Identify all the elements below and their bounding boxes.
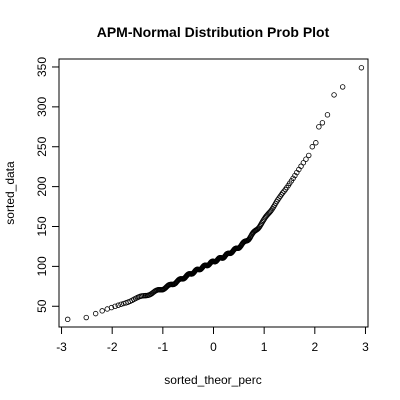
data-point bbox=[112, 303, 118, 310]
y-tick-label: 150 bbox=[35, 216, 49, 236]
y-tick-label: 250 bbox=[35, 136, 49, 156]
data-point bbox=[331, 92, 337, 98]
x-tick-label: 1 bbox=[261, 340, 268, 354]
data-point bbox=[313, 140, 319, 146]
x-tick-label: 2 bbox=[311, 340, 318, 354]
x-tick-label: 3 bbox=[362, 340, 369, 354]
plot-frame bbox=[58, 58, 369, 328]
y-tick-label: 200 bbox=[35, 176, 49, 196]
x-tick-label: -3 bbox=[56, 340, 67, 354]
data-point bbox=[118, 301, 124, 307]
data-point bbox=[319, 120, 326, 126]
chart-title: APM-Normal Distribution Prob Plot bbox=[97, 24, 330, 40]
y-tick-label: 350 bbox=[35, 57, 49, 77]
x-tick-label: -1 bbox=[158, 340, 169, 354]
y-tick-label: 50 bbox=[35, 299, 49, 313]
data-point bbox=[339, 84, 346, 90]
data-point bbox=[303, 156, 309, 162]
data-point bbox=[309, 144, 315, 150]
data-points bbox=[65, 65, 365, 323]
data-point bbox=[83, 314, 89, 321]
data-point bbox=[108, 304, 115, 311]
data-point bbox=[306, 152, 312, 159]
data-point bbox=[300, 160, 307, 166]
y-tick-label: 300 bbox=[35, 97, 49, 117]
data-point bbox=[290, 175, 296, 182]
data-point bbox=[316, 124, 322, 130]
x-tick-label: 0 bbox=[210, 340, 217, 354]
data-point bbox=[278, 191, 285, 198]
data-point bbox=[115, 302, 121, 308]
data-point bbox=[279, 190, 286, 196]
x-tick-label: -2 bbox=[107, 340, 118, 354]
y-tick-label: 100 bbox=[35, 256, 49, 276]
data-point bbox=[99, 308, 105, 314]
x-axis-label: sorted_theor_perc bbox=[164, 373, 261, 387]
data-point bbox=[324, 112, 331, 118]
data-point bbox=[92, 310, 99, 317]
data-point bbox=[358, 65, 365, 71]
y-axis-label: sorted_data bbox=[3, 161, 17, 225]
data-point bbox=[65, 316, 71, 323]
x-axis: -3 -2 -1 0 1 2 3 bbox=[56, 327, 369, 354]
y-axis: 50 100 150 200 250 300 350 bbox=[35, 57, 59, 313]
